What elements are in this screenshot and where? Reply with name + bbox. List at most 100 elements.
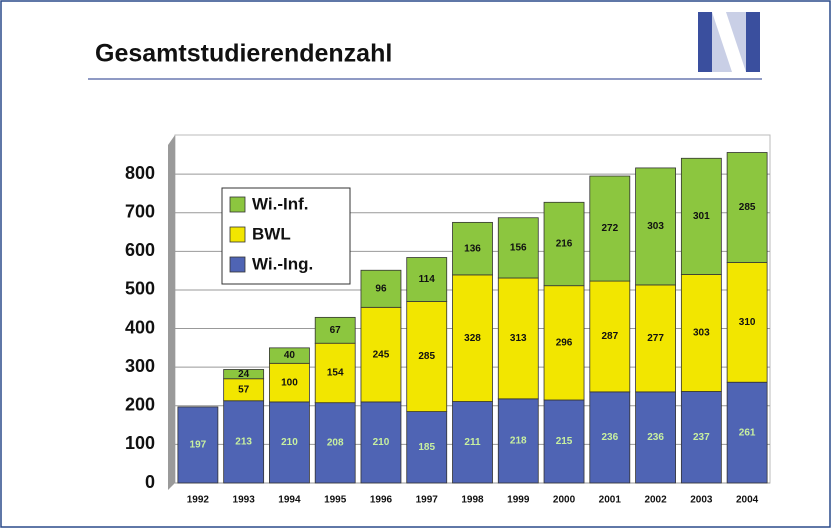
bar-segment (360, 401, 402, 484)
bar-segment (497, 277, 539, 400)
bar-segment (589, 175, 631, 282)
value-label: 57 (238, 384, 250, 395)
bar-segment (314, 342, 356, 404)
value-label: 40 (284, 350, 296, 361)
bar-segment (406, 301, 448, 412)
bar-segment (680, 274, 722, 392)
value-label: 154 (327, 368, 344, 379)
bar-segment (726, 152, 768, 263)
bar-segment (223, 369, 265, 380)
value-label: 211 (464, 437, 481, 448)
y-tick-label: 700 (125, 201, 155, 221)
y-tick-label: 100 (125, 433, 155, 453)
bar-segment (680, 391, 722, 484)
bar-segment (726, 262, 768, 383)
value-label: 236 (601, 432, 618, 443)
slide-title: Gesamtstudierendenzahl (95, 40, 392, 68)
bar-segment (269, 401, 310, 484)
value-label: 296 (556, 337, 573, 348)
x-tick-label: 2003 (690, 495, 713, 506)
value-label: 301 (693, 211, 710, 222)
value-label: 114 (419, 274, 436, 285)
bar-segment (497, 398, 539, 484)
bar-segment (543, 201, 585, 287)
legend-swatch (229, 256, 246, 273)
value-label: 185 (418, 442, 435, 453)
value-label: 67 (330, 325, 342, 336)
value-label: 277 (647, 333, 664, 344)
value-label: 210 (281, 437, 298, 448)
bar-segment (406, 257, 448, 302)
value-label: 237 (693, 432, 710, 443)
value-label: 208 (327, 437, 344, 448)
value-label: 310 (739, 317, 756, 328)
bar-segment (497, 217, 539, 279)
bar-segment (635, 284, 676, 393)
bar-segment (452, 221, 493, 276)
y-tick-label: 400 (125, 317, 155, 337)
x-tick-label: 1997 (416, 495, 439, 506)
bar-segment (269, 347, 310, 364)
y-tick-label: 300 (125, 356, 155, 376)
bar-segment (452, 401, 493, 484)
x-tick-label: 1999 (507, 495, 530, 506)
x-tick-label: 2004 (736, 495, 759, 506)
value-label: 136 (464, 243, 481, 254)
legend-label: BWL (252, 224, 291, 243)
legend-label: Wi.-Ing. (252, 254, 313, 273)
value-label: 245 (373, 349, 390, 360)
value-label: 156 (510, 242, 527, 253)
bar-segment (589, 391, 631, 484)
bar-segment (314, 402, 356, 484)
x-tick-label: 1996 (370, 495, 393, 506)
legend-label: Wi.-Inf. (252, 194, 309, 213)
value-label: 285 (418, 351, 435, 362)
value-label: 210 (373, 437, 390, 448)
value-label: 24 (238, 369, 250, 380)
logo (698, 12, 760, 72)
value-label: 328 (464, 333, 481, 344)
x-tick-label: 1992 (187, 495, 210, 506)
legend-swatch (229, 226, 246, 243)
value-label: 216 (556, 239, 573, 250)
value-label: 261 (739, 427, 756, 438)
value-label: 285 (739, 202, 756, 213)
bar-segment (543, 285, 585, 401)
bar-segment (269, 362, 310, 403)
value-label: 272 (601, 223, 618, 234)
y-tick-label: 800 (125, 163, 155, 183)
y-tick-label: 500 (125, 279, 155, 299)
x-tick-label: 2001 (599, 495, 622, 506)
bar-segment (543, 399, 585, 484)
x-tick-label: 2000 (553, 495, 576, 506)
value-label: 96 (375, 283, 387, 294)
y-tick-label: 0 (145, 472, 155, 492)
value-label: 197 (190, 440, 207, 451)
value-label: 215 (556, 436, 573, 447)
bar-segment (314, 316, 356, 344)
x-tick-label: 1995 (324, 495, 347, 506)
bar-segment (177, 406, 219, 484)
bar-segment (223, 400, 265, 484)
bar-segment (406, 411, 448, 484)
plot-wall (168, 135, 175, 490)
x-tick-label: 2002 (644, 495, 667, 506)
bar-segment (635, 167, 676, 286)
y-tick-label: 200 (125, 395, 155, 415)
value-label: 236 (647, 432, 664, 443)
value-label: 303 (693, 328, 710, 339)
value-label: 303 (647, 221, 664, 232)
y-tick-label: 600 (125, 240, 155, 260)
bar-segment (680, 157, 722, 275)
value-label: 218 (510, 436, 527, 447)
x-tick-label: 1993 (233, 495, 256, 506)
x-tick-label: 1994 (278, 495, 301, 506)
bar-segment (360, 269, 402, 308)
x-tick-label: 1998 (461, 495, 484, 506)
value-label: 313 (510, 333, 527, 344)
value-label: 213 (235, 437, 252, 448)
bar-segment (360, 306, 402, 403)
value-label: 100 (281, 377, 298, 388)
legend-swatch (229, 196, 246, 213)
